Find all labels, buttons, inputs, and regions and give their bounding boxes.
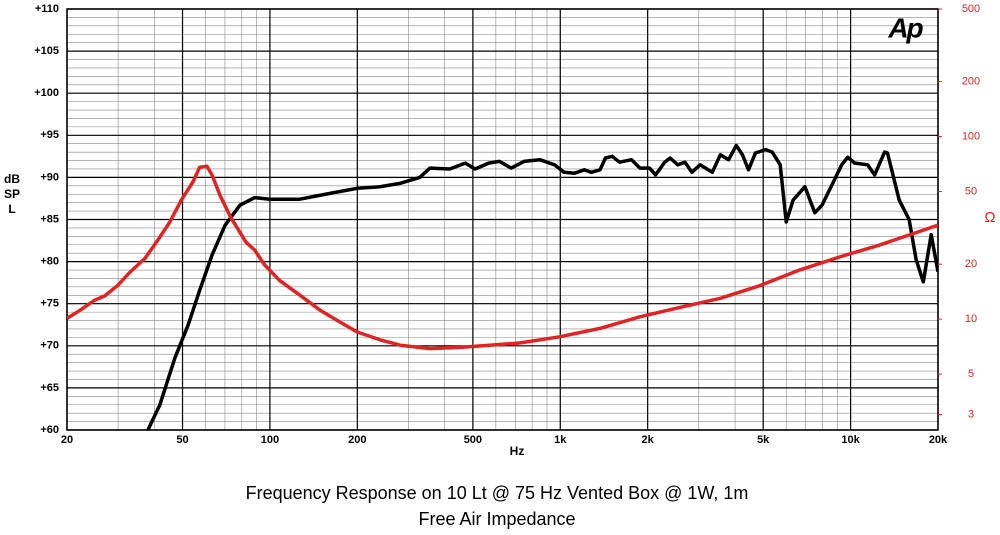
y2-axis-label: Ω <box>984 209 995 226</box>
x-tick-label: 2k <box>642 434 655 446</box>
y-tick-label: +90 <box>40 171 59 183</box>
series-line <box>67 164 938 351</box>
y2-tick-label: 3 <box>968 408 974 420</box>
y2-tick-label: 20 <box>965 258 977 270</box>
x-axis-label: Hz <box>510 444 525 458</box>
x-tick-label: 20k <box>929 434 948 446</box>
y-tick-label: +110 <box>35 3 59 15</box>
y-tick-label: +100 <box>34 87 59 99</box>
plot-frame <box>66 8 939 431</box>
x-tick-label: 20 <box>61 434 73 446</box>
y-axis-label: dB SPL <box>4 172 21 216</box>
x-tick-label: 200 <box>348 434 366 446</box>
x-tick-label: 50 <box>176 434 188 446</box>
y2-tick-label: 5 <box>968 368 974 380</box>
y2-tick-label: 200 <box>962 76 980 88</box>
x-tick-label: 1k <box>554 434 567 446</box>
x-tick-label: 500 <box>464 434 482 446</box>
y-tick-label: +75 <box>40 298 59 310</box>
y-tick-label: +70 <box>40 340 59 352</box>
y2-tick-label: 10 <box>965 313 977 325</box>
y-tick-label: +105 <box>34 45 59 57</box>
y2-tick-label: 100 <box>962 131 980 143</box>
series-line <box>146 143 938 430</box>
x-tick-label: 5k <box>757 434 770 446</box>
y-tick-label: +95 <box>40 129 59 141</box>
x-tick-label: 10k <box>841 434 860 446</box>
chart-title: Frequency Response on 10 Lt @ 75 Hz Vent… <box>246 483 749 503</box>
x-tick-label: 100 <box>261 434 279 446</box>
chart-subtitle: Free Air Impedance <box>418 509 575 529</box>
y2-tick-label: 500 <box>962 3 980 15</box>
y-tick-label: +85 <box>40 213 59 225</box>
logo: Ap <box>887 12 923 43</box>
y-tick-label: +80 <box>40 256 59 268</box>
y2-tick-label: 50 <box>965 185 977 197</box>
y-tick-label: +65 <box>40 382 59 394</box>
y-tick-label: +60 <box>40 424 59 436</box>
